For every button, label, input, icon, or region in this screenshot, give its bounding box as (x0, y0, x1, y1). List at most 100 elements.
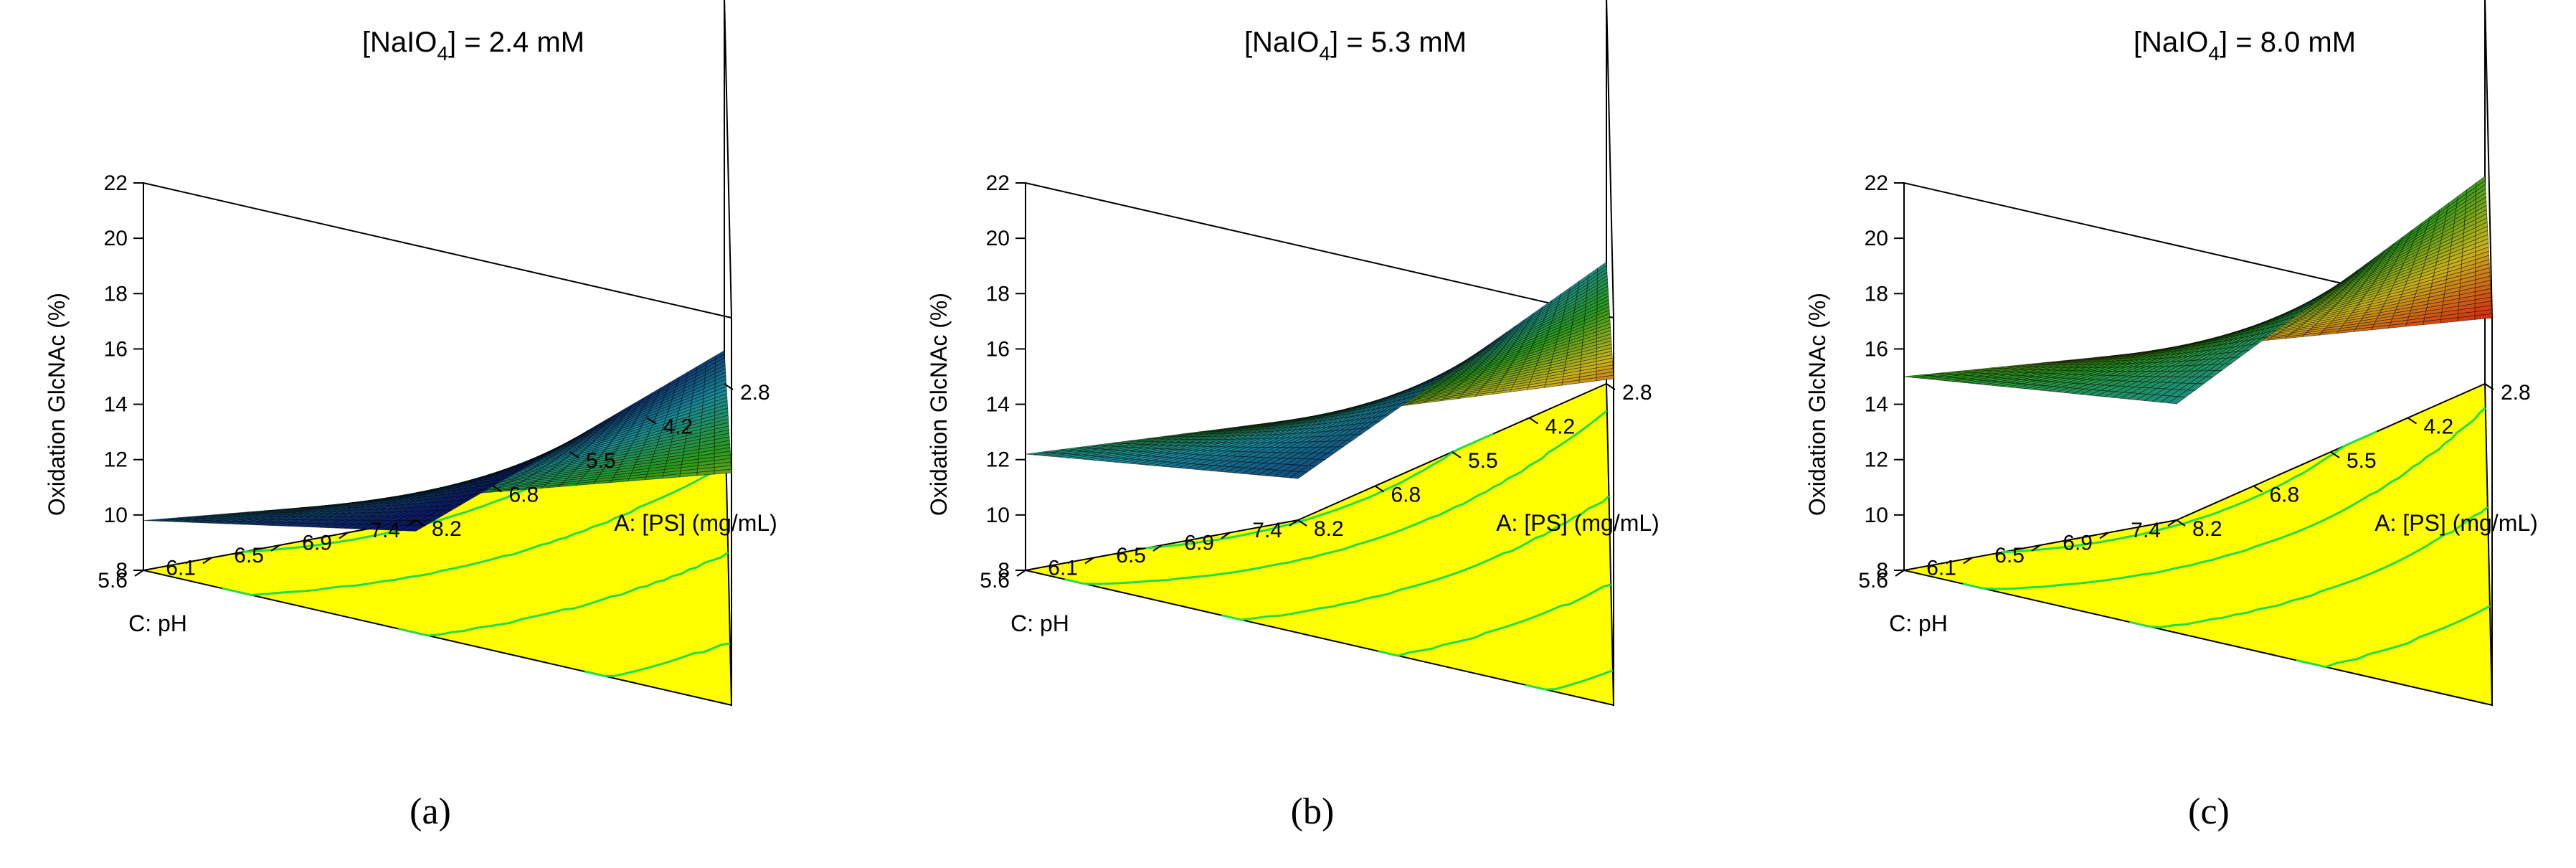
y-tick (1221, 532, 1231, 539)
x-tick-label: 5.5 (586, 449, 616, 473)
z-tick-label: 14 (986, 393, 1010, 417)
y-tick-label: 5.6 (980, 569, 1010, 593)
z-tick-label: 22 (1865, 171, 1888, 195)
floor-contour-2 (221, 463, 727, 596)
title-subscript: 4 (437, 42, 448, 65)
x-tick-label: 4.2 (663, 415, 693, 439)
z-axis-title: Oxidation GlcNAc (%) (926, 293, 952, 516)
z-tick-label: 16 (986, 337, 1010, 361)
x-tick-label: 2.8 (1622, 381, 1652, 405)
z-tick-label: 20 (986, 227, 1010, 250)
y-tick (1152, 544, 1162, 552)
z-tick-label: 10 (104, 504, 128, 527)
floor-contour-3 (2128, 506, 2489, 629)
y-tick (1895, 570, 1905, 577)
top-right-edge (1606, 0, 1614, 319)
y-tick-label: 6.5 (1994, 544, 2025, 567)
title-prefix: [NaIO (362, 27, 437, 58)
floor-contour-4 (584, 642, 731, 677)
x-tick (724, 383, 734, 390)
panel-title: [NaIO4] = 2.4 mM (362, 27, 584, 65)
y-tick (1084, 557, 1094, 565)
x-axis-title: A: [PS] (mg/mL) (614, 510, 777, 536)
y-tick (407, 519, 417, 527)
z-tick-label: 12 (104, 448, 128, 472)
floor-contour-2 (1064, 410, 1608, 585)
y-tick-label: 6.5 (234, 544, 264, 567)
x-axis-title: A: [PS] (mg/mL) (2374, 510, 2538, 536)
z-tick-label: 16 (104, 337, 128, 361)
x-tick (1528, 417, 1539, 425)
title-prefix: [NaIO (1244, 27, 1319, 58)
x-tick (1374, 485, 1385, 493)
top-right-edge (724, 0, 732, 319)
x-tick-label: 8.2 (432, 517, 462, 541)
y-tick (202, 557, 212, 565)
z-tick-label: 18 (1865, 282, 1888, 306)
y-tick-label: 5.6 (1858, 569, 1888, 593)
floor-contour-3 (1221, 495, 1610, 621)
title-suffix: ] = 2.4 mM (448, 27, 584, 58)
surface-cell (407, 525, 427, 532)
y-tick-label: 5.6 (98, 569, 128, 593)
y-axis-title: C: pH (128, 610, 187, 636)
title-subscript: 4 (1319, 42, 1330, 65)
x-tick (569, 451, 579, 458)
z-tick-label: 10 (1865, 504, 1888, 527)
x-tick (492, 485, 503, 493)
x-tick-label: 6.8 (2270, 483, 2300, 507)
response-surface (1025, 261, 1614, 479)
x-tick-label: 2.8 (740, 381, 770, 405)
response-surface (1903, 175, 2493, 405)
z-tick-label: 12 (1865, 448, 1888, 472)
x-tick (1606, 383, 1616, 390)
x-tick (646, 417, 657, 425)
z-tick-label: 20 (104, 227, 128, 250)
z-tick-label: 22 (986, 171, 1010, 195)
panel-b: 8 10 12 14 16 18 20 22 2.8 4.2 5.5 6.8 8.2 5.6 6.1 6.5 6… (926, 0, 1659, 832)
surface-cell (1289, 471, 1308, 479)
z-tick-label: 22 (104, 171, 128, 195)
title-suffix: ] = 5.3 mM (1330, 27, 1467, 58)
top-left-edge (1025, 182, 1614, 319)
x-tick (415, 519, 425, 527)
y-tick-label: 7.4 (1252, 519, 1282, 542)
panel-c: 8101214161820222.84.25.56.88.25.66.16.56… (1804, 0, 2538, 832)
title-prefix: [NaIO (2134, 27, 2208, 58)
y-tick-label: 6.1 (1048, 557, 1078, 580)
z-tick-label: 8 (115, 559, 128, 582)
panel-title: [NaIO4] = 5.3 mM (1244, 27, 1467, 65)
y-tick-label: 6.9 (2063, 532, 2093, 555)
z-tick-label: 18 (104, 282, 128, 306)
y-tick-label: 6.9 (302, 532, 332, 555)
response-surface (143, 350, 732, 532)
z-tick-label: 18 (986, 282, 1010, 306)
x-tick-label: 4.2 (2424, 415, 2454, 439)
floor-contour-3 (397, 551, 729, 637)
title-subscript: 4 (2208, 42, 2220, 65)
panel-caption: (a) (409, 791, 451, 832)
panel-title: [NaIO4] = 8.0 mM (2134, 27, 2356, 65)
z-axis-title: Oxidation GlcNAc (%) (44, 293, 70, 516)
floor-contour-5 (1525, 669, 1614, 691)
z-tick-label: 20 (1865, 227, 1888, 250)
x-tick-label: 6.8 (1391, 483, 1421, 507)
z-tick-label: 10 (986, 504, 1010, 527)
floor-contour-2 (1962, 407, 2486, 590)
top-right-edge (2484, 0, 2493, 319)
x-tick-label: 5.5 (2347, 449, 2377, 473)
y-axis-title: C: pH (1889, 610, 1948, 636)
x-tick-label: 4.2 (1545, 415, 1576, 439)
z-tick-label: 8 (998, 559, 1010, 582)
x-tick (1452, 451, 1462, 458)
panel-caption: (b) (1291, 791, 1335, 832)
y-tick (1016, 570, 1026, 577)
y-tick (134, 570, 144, 577)
z-axis-title: Oxidation GlcNAc (%) (1804, 293, 1830, 516)
z-tick-label: 14 (104, 393, 128, 417)
x-axis-title: A: [PS] (mg/mL) (1496, 510, 1659, 536)
y-tick-label: 7.4 (2131, 519, 2161, 542)
floor-plane (1903, 382, 2494, 707)
